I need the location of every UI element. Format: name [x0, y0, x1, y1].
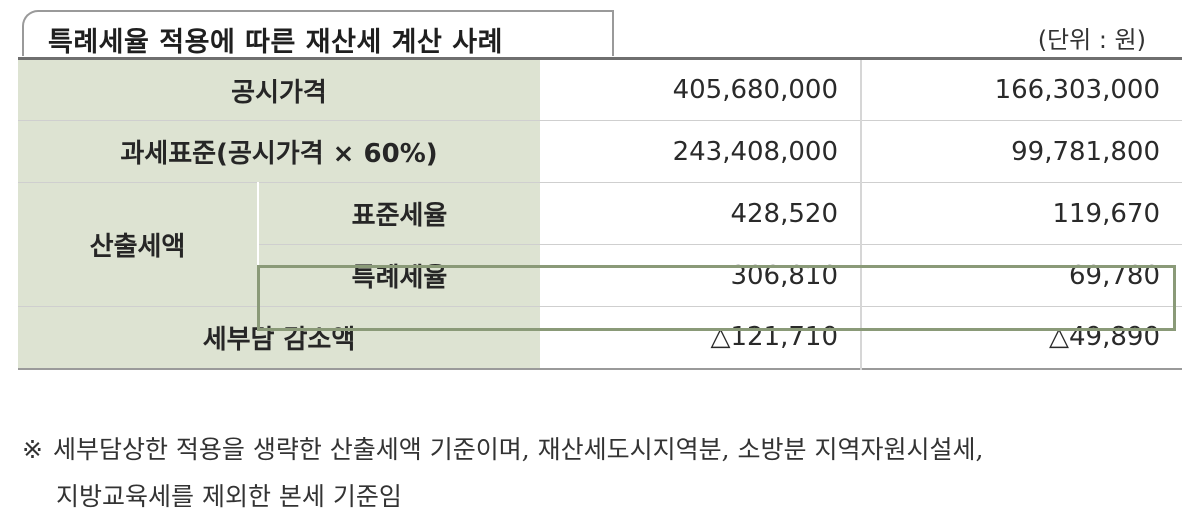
tax-reduction-value-2: △49,890: [860, 306, 1182, 369]
row-label-standard-rate: 표준세율: [257, 182, 540, 245]
tax-base-value-1: 243,408,000: [540, 120, 861, 183]
footnote-text-1: 세부담상한 적용을 생략한 산출세액 기준이며, 재산세도시지역분, 소방분 지…: [52, 435, 984, 464]
footnote: ※ 세부담상한 적용을 생략한 산출세액 기준이며, 재산세도시지역분, 소방분 …: [22, 426, 1182, 520]
footnote-mark: ※: [22, 435, 43, 464]
special-rate-value-1: 306,810: [540, 244, 861, 307]
row-label-official-price: 공시가격: [18, 58, 540, 121]
footnote-text-2: 지방교육세를 제외한 본세 기준임: [56, 482, 402, 511]
standard-rate-value-2: 119,670: [860, 182, 1182, 245]
standard-rate-value-1: 428,520: [540, 182, 861, 245]
unit-label: (단위 : 원): [1037, 26, 1146, 54]
official-price-value-1: 405,680,000: [540, 58, 861, 121]
row-label-calculated-tax: 산출세액: [18, 182, 258, 307]
tax-base-value-2: 99,781,800: [860, 120, 1182, 183]
title-tab: 특례세율 적용에 따른 재산세 계산 사례: [22, 10, 614, 58]
official-price-value-2: 166,303,000: [860, 58, 1182, 121]
tax-table: 공시가격 405,680,000 166,303,000 과세표준(공시가격 ×…: [18, 57, 1182, 370]
table-title: 특례세율 적용에 따른 재산세 계산 사례: [48, 27, 503, 58]
table-row-special-rate: 특례세율 306,810 69,780: [18, 244, 1182, 307]
row-label-tax-reduction: 세부담 감소액: [18, 306, 540, 369]
table-row-official-price: 공시가격 405,680,000 166,303,000: [18, 58, 1182, 121]
table-row-tax-base: 과세표준(공시가격 × 60%) 243,408,000 99,781,800: [18, 120, 1182, 183]
footnote-line-1: ※ 세부담상한 적용을 생략한 산출세액 기준이며, 재산세도시지역분, 소방분 …: [22, 426, 1182, 473]
table-row-standard-rate: 산출세액 표준세율 428,520 119,670: [18, 182, 1182, 307]
footnote-line-2: 지방교육세를 제외한 본세 기준임: [22, 473, 1182, 520]
table-row-tax-reduction: 세부담 감소액 △121,710 △49,890: [18, 306, 1182, 369]
row-label-tax-base: 과세표준(공시가격 × 60%): [18, 120, 540, 183]
tax-reduction-value-1: △121,710: [540, 306, 861, 369]
row-label-special-rate: 특례세율: [257, 244, 540, 307]
special-rate-value-2: 69,780: [860, 244, 1182, 307]
